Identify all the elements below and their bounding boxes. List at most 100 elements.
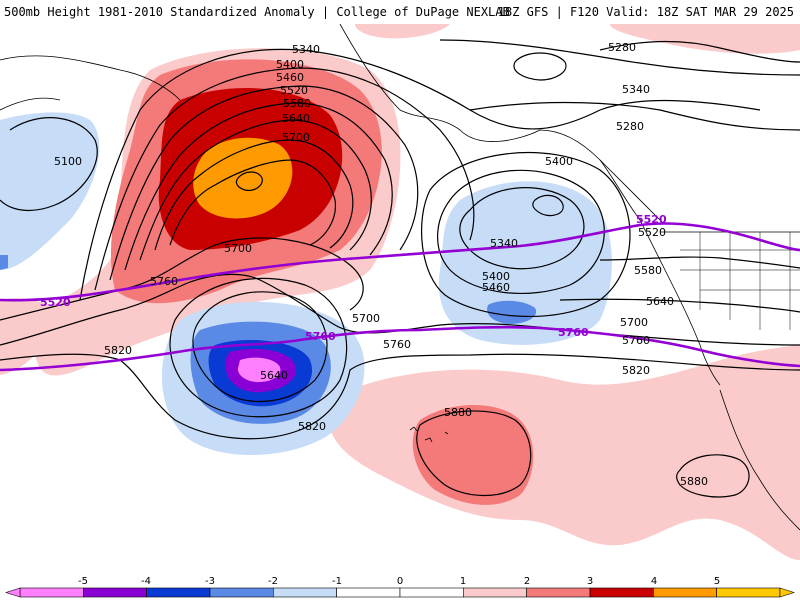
contour-gulf-low-3: [420, 151, 631, 317]
contour-label: 5340: [292, 43, 320, 56]
contour-gulf-low-2: [437, 169, 605, 294]
contour-5700-a: [0, 237, 364, 321]
contour-5340-east: [439, 39, 800, 76]
positive-anomaly-7: [328, 345, 800, 560]
colorbar-tick: -1: [332, 576, 342, 587]
positive-anomaly-5: [610, 24, 800, 54]
contour-label: 5760: [305, 330, 336, 343]
colorbar-swatch: [272, 587, 337, 598]
colorbar-swatch: [716, 587, 781, 598]
contour-label: 5520: [638, 226, 666, 239]
positive-anomaly-6: [355, 24, 450, 39]
contour-gulf-low-1: [459, 187, 585, 270]
contour-5820: [0, 353, 800, 440]
contour-label: 5520: [40, 296, 71, 309]
map-title: 500mb Height 1981-2010 Standardized Anom…: [4, 5, 510, 19]
colorbar-swatch: [209, 587, 274, 598]
colorbar-swatch: [399, 587, 464, 598]
negative-anomaly-1: [0, 112, 100, 270]
mexico-coast: [719, 389, 800, 531]
purple-5520: [0, 222, 800, 302]
contour-label: 5820: [622, 364, 650, 377]
positive-anomaly-8: [412, 405, 534, 505]
colorbar-swatch: [526, 587, 591, 598]
alaska-coastline: [339, 24, 661, 221]
contour-east-high: [676, 454, 750, 498]
contour-label: 5700: [352, 312, 380, 325]
contour-5100: [0, 117, 98, 212]
contour-label: 5760: [622, 334, 650, 347]
contour-label: 5460: [482, 281, 510, 294]
negative-anomaly-8: [438, 181, 612, 345]
contour-label: 5640: [646, 295, 674, 308]
contour-label: 5400: [482, 270, 510, 283]
positive-anomaly-4: [193, 137, 293, 219]
colorbar-tick: 1: [460, 576, 466, 587]
contour-ridge-7: [169, 159, 337, 246]
colorbar-tick: -2: [268, 576, 278, 587]
colorbar-tick: -3: [205, 576, 215, 587]
contour-subtrop-high: [416, 410, 532, 497]
contour-gulf-low-inner: [532, 194, 564, 217]
contour-label: 5340: [490, 237, 518, 250]
contour-label: 5400: [276, 58, 304, 71]
colorbar-tick: -5: [78, 576, 88, 587]
negative-anomaly-9: [487, 300, 537, 324]
contour-label: 5700: [224, 242, 252, 255]
colorbar-swatch: [589, 587, 654, 598]
colorbar-swatch: [146, 587, 211, 598]
highlighted-contours: [0, 222, 800, 372]
contour-loop-top: [513, 52, 567, 81]
contour-label: 5880: [680, 475, 708, 488]
contour-label-group: 5340 5400 5460 5520 5580 5640 5700 5100 …: [40, 41, 708, 488]
colorbar-legend: -5 -4 -3 -2 -1 0 1 2 3 4 5: [5, 576, 795, 598]
colorbar-swatch: [652, 587, 717, 598]
us-state-lines: [680, 232, 800, 330]
hawaii-islands: [409, 426, 449, 443]
colorbar-right-arrow: [779, 587, 795, 598]
contour-ridge-3: [109, 85, 419, 281]
contour-label: 5640: [282, 112, 310, 125]
colorbar-tick: 3: [587, 576, 593, 587]
model-run-info: 18Z GFS | F120 Valid: 18Z SAT MAR 29 202…: [497, 5, 794, 19]
contour-center-high: [235, 171, 263, 191]
header: 500mb Height 1981-2010 Standardized Anom…: [0, 0, 800, 24]
contour-label: 5820: [104, 344, 132, 357]
contour-label: 5640: [260, 369, 288, 382]
contour-label: 5280: [616, 120, 644, 133]
contour-label: 5520: [280, 84, 308, 97]
contour-5280-east: [599, 40, 800, 63]
contour-label: 5580: [283, 97, 311, 110]
colorbar-swatches: [5, 587, 795, 598]
colorbar-tick: 2: [524, 576, 530, 587]
contour-label: 5520: [636, 213, 667, 226]
colorbar-tick: -4: [141, 576, 151, 587]
contour-label: 5760: [150, 275, 178, 288]
contour-label: 5280: [608, 41, 636, 54]
negative-anomaly-7: [237, 357, 281, 383]
siberia-coastline: [0, 55, 181, 111]
negative-anomaly-2: [0, 255, 8, 270]
north-america-west-coast: [599, 159, 721, 386]
purple-5760: [0, 325, 800, 372]
contour-ridge-1: [79, 48, 761, 301]
colorbar-tick: 0: [397, 576, 403, 587]
contour-east-1: [599, 256, 800, 269]
contour-ridge-4: [124, 102, 393, 271]
contour-ridge-6: [154, 139, 354, 251]
contour-label: 5820: [298, 420, 326, 433]
colorbar-tick: 4: [651, 576, 657, 587]
purple-label-5760: 5760: [558, 326, 589, 339]
colorbar-swatch: [336, 587, 401, 598]
contour-label: 5580: [634, 264, 662, 277]
colorbar-tick: 5: [714, 576, 720, 587]
contour-5640-low: [192, 291, 328, 403]
contour-label: 5880: [444, 406, 472, 419]
colorbar-tick-labels: -5 -4 -3 -2 -1 0 1 2 3 4 5: [78, 576, 720, 587]
anomaly-map: 5340 5400 5460 5520 5580 5640 5700 5100 …: [0, 24, 800, 560]
contour-label: 5340: [622, 83, 650, 96]
colorbar-swatch: [19, 587, 84, 598]
contour-label: 5760: [558, 326, 589, 339]
colorbar-left-arrow: [5, 587, 21, 598]
contour-label: 5760: [383, 338, 411, 351]
